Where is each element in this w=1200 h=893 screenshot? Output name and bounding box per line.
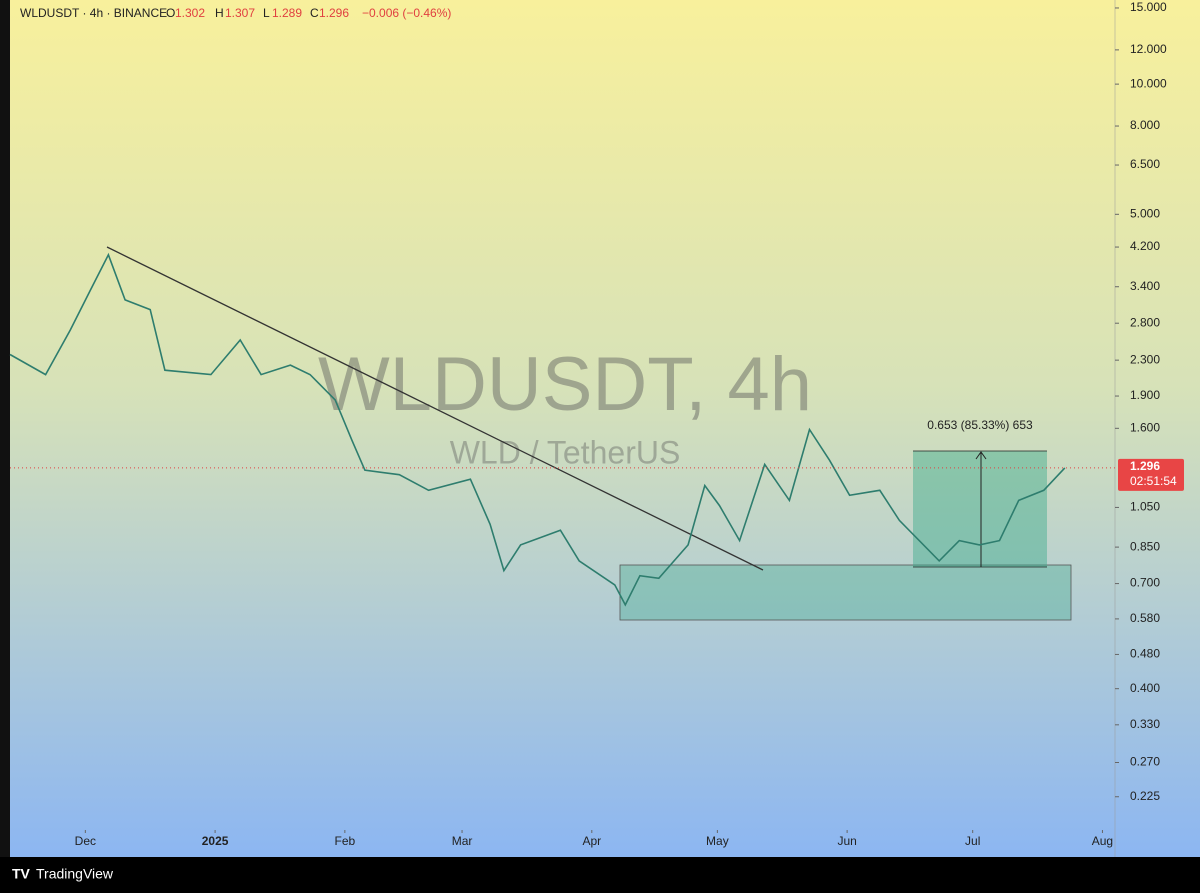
ohlc-value: 1.296 bbox=[319, 6, 349, 20]
y-tick-label: 0.330 bbox=[1130, 717, 1160, 731]
footer-logo: TV bbox=[12, 866, 31, 882]
measure-label: 0.653 (85.33%) 653 bbox=[927, 418, 1033, 432]
x-tick-label: Jul bbox=[965, 834, 980, 848]
y-tick-label: 0.270 bbox=[1130, 755, 1160, 769]
ohlc-label: C bbox=[310, 6, 319, 20]
ohlc-label: O bbox=[166, 6, 175, 20]
ohlc-label: L bbox=[263, 6, 270, 20]
x-tick-label: May bbox=[706, 834, 729, 848]
symbol: WLDUSDT · 4h · BINANCE bbox=[20, 6, 167, 20]
y-tick-label: 0.700 bbox=[1130, 576, 1160, 590]
left-edge bbox=[0, 0, 10, 857]
y-tick-label: 0.580 bbox=[1130, 611, 1160, 625]
y-tick-label: 2.300 bbox=[1130, 352, 1160, 366]
y-tick-label: 5.000 bbox=[1130, 206, 1160, 220]
y-tick-label: 4.200 bbox=[1130, 239, 1160, 253]
ohlc-label: H bbox=[215, 6, 224, 20]
x-tick-label: 2025 bbox=[202, 834, 229, 848]
y-tick-label: 1.900 bbox=[1130, 388, 1160, 402]
price-line bbox=[9, 252, 1066, 607]
y-tick-label: 3.400 bbox=[1130, 279, 1160, 293]
y-tick-label: 10.000 bbox=[1130, 76, 1167, 90]
y-tick-label: 0.400 bbox=[1130, 681, 1160, 695]
y-tick-label: 12.000 bbox=[1130, 42, 1167, 56]
price-tag-countdown: 02:51:54 bbox=[1130, 474, 1177, 488]
ohlc-value: 1.307 bbox=[225, 6, 255, 20]
x-tick-label: Dec bbox=[75, 834, 96, 848]
y-tick-label: 15.000 bbox=[1130, 0, 1167, 14]
y-tick-label: 0.850 bbox=[1130, 539, 1160, 553]
measure-arrow-head bbox=[975, 451, 987, 460]
y-tick-label: 1.600 bbox=[1130, 420, 1160, 434]
ohlc-value: 1.289 bbox=[272, 6, 302, 20]
measure-box bbox=[913, 451, 1047, 567]
x-tick-label: Aug bbox=[1092, 834, 1113, 848]
price-tag-value: 1.296 bbox=[1130, 459, 1160, 473]
y-tick-label: 6.500 bbox=[1130, 157, 1160, 171]
footer-brand: TradingView bbox=[36, 866, 114, 882]
x-tick-label: Feb bbox=[335, 834, 356, 848]
watermark-title: WLDUSDT, 4h bbox=[318, 342, 812, 427]
trendline bbox=[106, 246, 764, 571]
y-tick-label: 2.800 bbox=[1130, 315, 1160, 329]
x-tick-label: Apr bbox=[582, 834, 601, 848]
watermark-subtitle: WLD / TetherUS bbox=[450, 434, 681, 470]
change: −0.006 (−0.46%) bbox=[362, 6, 451, 20]
y-tick-label: 0.225 bbox=[1130, 789, 1160, 803]
ohlc-value: 1.302 bbox=[175, 6, 205, 20]
y-tick-label: 0.480 bbox=[1130, 647, 1160, 661]
y-tick-label: 8.000 bbox=[1130, 118, 1160, 132]
support-zone bbox=[619, 564, 1072, 621]
footer-bar bbox=[0, 857, 1200, 893]
price-tag bbox=[1118, 458, 1184, 491]
x-tick-label: Jun bbox=[837, 834, 856, 848]
x-tick-label: Mar bbox=[452, 834, 473, 848]
y-tick-label: 1.050 bbox=[1130, 500, 1160, 514]
background bbox=[0, 0, 1200, 857]
